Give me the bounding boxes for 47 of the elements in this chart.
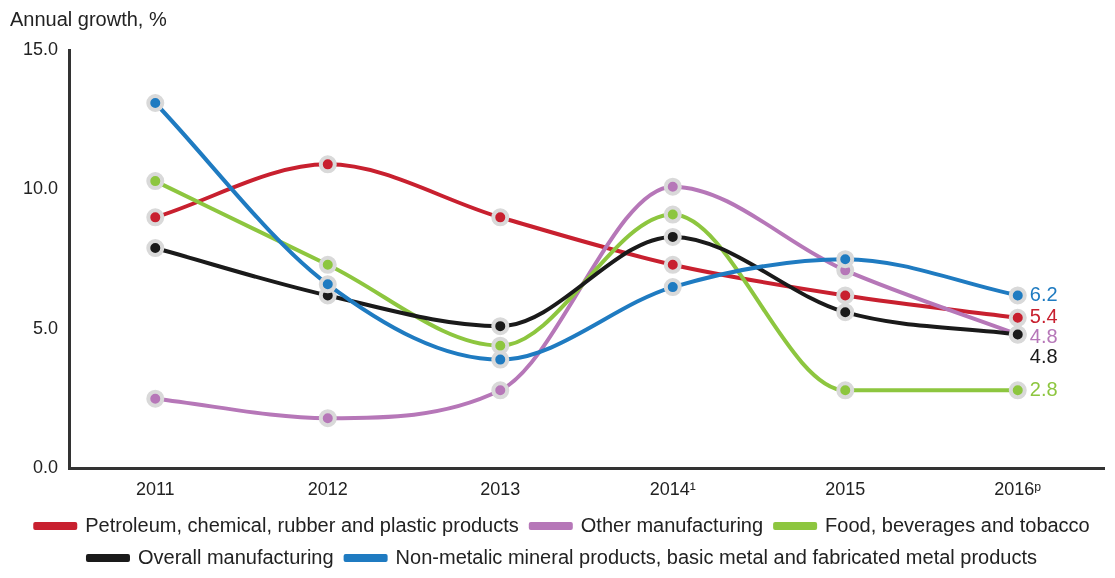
- point: [491, 317, 510, 336]
- point: [663, 255, 682, 274]
- point: [1008, 308, 1027, 327]
- point: [146, 172, 165, 191]
- x-tick-label: 2016ᵖ: [994, 479, 1042, 500]
- x-tick-label: 2015: [825, 479, 866, 500]
- data-label: 6.2: [1029, 282, 1058, 305]
- y-axis-title: Annual growth, %: [10, 8, 167, 31]
- point: [318, 409, 337, 428]
- point: [836, 250, 855, 269]
- point: [1008, 381, 1027, 400]
- x-tick-label: 2013: [480, 479, 521, 500]
- data-label: 4.8: [1029, 345, 1058, 368]
- x-tick-label: 2011: [135, 479, 175, 500]
- legend-label: Petroleum, chemical, rubber and plastic products: [85, 513, 519, 536]
- legend-label: Other manufacturing: [580, 513, 764, 536]
- data-label: 5.4: [1029, 305, 1058, 328]
- legend-label: Overall manufacturing: [137, 545, 334, 568]
- point: [491, 208, 510, 227]
- x-tick-label: 2012: [307, 479, 348, 500]
- point: [663, 278, 682, 297]
- point: [318, 155, 337, 174]
- legend-label: Food, beverages and tobacco: [825, 513, 1090, 536]
- x-tick-label: 2014¹: [649, 479, 696, 500]
- point: [146, 389, 165, 408]
- point: [318, 275, 337, 294]
- y-tick-label: 0.0: [33, 457, 59, 478]
- point: [1008, 286, 1027, 305]
- y-tick-label: 10.0: [22, 178, 59, 199]
- y-tick-label: 5.0: [33, 317, 59, 338]
- point: [663, 227, 682, 246]
- point: [491, 336, 510, 355]
- data-label: 2.8: [1029, 377, 1058, 400]
- point: [836, 286, 855, 305]
- point: [491, 381, 510, 400]
- point: [491, 350, 510, 369]
- y-tick-label: 15.0: [22, 38, 59, 59]
- point: [318, 255, 337, 274]
- data-label: 4.8: [1029, 325, 1058, 348]
- point: [146, 94, 165, 112]
- point: [663, 205, 682, 224]
- point: [836, 381, 855, 400]
- point: [146, 208, 165, 227]
- legend-label: Non-metalic mineral products, basic metal and fabricated metal products: [395, 545, 1038, 568]
- point: [836, 303, 855, 322]
- point: [146, 239, 165, 258]
- point: [663, 177, 682, 196]
